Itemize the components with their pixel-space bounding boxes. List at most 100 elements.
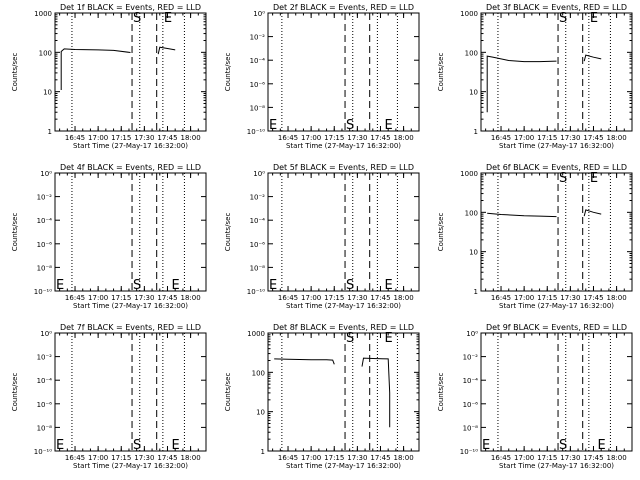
panel-title: Det 9f BLACK = Events, RED = LLD bbox=[486, 323, 627, 332]
detector-panel: Det 2f BLACK = Events, RED = LLD Counts/s… bbox=[224, 3, 420, 150]
events-series-line bbox=[274, 358, 335, 365]
plot-frame bbox=[480, 332, 633, 452]
y-axis-label: Counts/sec bbox=[437, 373, 445, 412]
marker-label: E bbox=[269, 278, 277, 293]
y-tick-label: 10⁰ bbox=[466, 330, 478, 338]
y-tick-label: 10⁻² bbox=[37, 194, 53, 202]
y-tick-label: 1000 bbox=[460, 10, 478, 18]
x-tick-label: 17:15 bbox=[324, 454, 344, 462]
marker-label: S bbox=[559, 11, 567, 26]
y-tick-label: 10⁻⁴ bbox=[250, 217, 266, 225]
x-tick-label: 17:15 bbox=[111, 294, 131, 302]
events-series-line bbox=[361, 357, 391, 428]
marker-label: E bbox=[385, 118, 393, 133]
x-tick-label: 17:30 bbox=[560, 294, 580, 302]
x-tick-label: 17:45 bbox=[157, 134, 177, 142]
y-tick-label: 10⁻² bbox=[463, 354, 479, 362]
plot-frame bbox=[267, 12, 420, 132]
y-tick-label: 10⁰ bbox=[40, 170, 52, 178]
y-tick-label: 100 bbox=[465, 209, 478, 217]
x-tick-label: 18:00 bbox=[393, 454, 413, 462]
x-tick-label: 16:45 bbox=[65, 294, 85, 302]
x-axis-label: Start Time (27-May-17 16:32:00) bbox=[286, 462, 401, 470]
marker-label: E bbox=[590, 171, 598, 186]
x-tick-label: 17:45 bbox=[583, 294, 603, 302]
x-tick-label: 18:00 bbox=[393, 134, 413, 142]
y-tick-label: 10⁰ bbox=[253, 170, 265, 178]
y-axis-label: Counts/sec bbox=[224, 373, 232, 412]
marker-label: S bbox=[346, 331, 354, 346]
events-series-line bbox=[60, 48, 131, 90]
marker-label: E bbox=[385, 278, 393, 293]
x-tick-label: 18:00 bbox=[606, 294, 626, 302]
x-tick-label: 17:00 bbox=[301, 294, 321, 302]
x-tick-label: 16:45 bbox=[65, 134, 85, 142]
y-tick-label: 10⁻⁶ bbox=[250, 81, 266, 89]
x-tick-label: 18:00 bbox=[180, 294, 200, 302]
marker-label: E bbox=[172, 438, 180, 453]
panel-title: Det 5f BLACK = Events, RED = LLD bbox=[273, 163, 414, 172]
y-tick-label: 1 bbox=[261, 448, 265, 456]
x-tick-label: 17:15 bbox=[111, 454, 131, 462]
y-tick-label: 1000 bbox=[247, 330, 265, 338]
y-tick-label: 10⁻¹⁰ bbox=[34, 288, 52, 296]
panel-title: Det 7f BLACK = Events, RED = LLD bbox=[60, 323, 201, 332]
y-tick-label: 1 bbox=[474, 128, 478, 136]
marker-label: E bbox=[598, 438, 606, 453]
plot-frame bbox=[267, 172, 420, 292]
marker-label: S bbox=[133, 11, 141, 26]
y-tick-label: 10⁻¹⁰ bbox=[460, 448, 478, 456]
y-tick-label: 10⁻¹⁰ bbox=[247, 288, 265, 296]
panel-title: Det 3f BLACK = Events, RED = LLD bbox=[486, 3, 627, 12]
y-axis-label: Counts/sec bbox=[437, 53, 445, 92]
x-tick-label: 18:00 bbox=[180, 134, 200, 142]
marker-label: E bbox=[482, 438, 490, 453]
x-tick-label: 17:00 bbox=[514, 454, 534, 462]
y-tick-label: 100 bbox=[252, 369, 265, 377]
y-axis-label: Counts/sec bbox=[11, 213, 19, 252]
x-tick-label: 17:45 bbox=[157, 454, 177, 462]
x-tick-label: 18:00 bbox=[393, 294, 413, 302]
detector-panel: Det 4f BLACK = Events, RED = LLD Counts/s… bbox=[11, 163, 207, 310]
x-tick-label: 17:30 bbox=[560, 454, 580, 462]
plot-frame bbox=[480, 12, 633, 132]
y-tick-label: 100 bbox=[39, 49, 52, 57]
y-axis-label: Counts/sec bbox=[437, 213, 445, 252]
x-tick-label: 18:00 bbox=[180, 454, 200, 462]
y-tick-label: 10⁻⁴ bbox=[37, 377, 53, 385]
x-tick-label: 17:30 bbox=[134, 294, 154, 302]
y-tick-label: 10⁻⁴ bbox=[463, 377, 479, 385]
marker-label: S bbox=[346, 118, 354, 133]
marker-label: E bbox=[56, 278, 64, 293]
events-series-line bbox=[583, 209, 602, 217]
y-tick-label: 10⁻⁸ bbox=[37, 264, 53, 272]
x-tick-label: 17:45 bbox=[370, 134, 390, 142]
x-tick-label: 17:00 bbox=[514, 134, 534, 142]
x-tick-label: 17:00 bbox=[301, 454, 321, 462]
x-tick-label: 16:45 bbox=[65, 454, 85, 462]
detector-panel: Det 7f BLACK = Events, RED = LLD Counts/s… bbox=[11, 323, 207, 470]
y-tick-label: 10⁻⁶ bbox=[250, 241, 266, 249]
y-tick-label: 10⁻⁸ bbox=[463, 424, 479, 432]
y-tick-label: 1 bbox=[474, 288, 478, 296]
x-axis-label: Start Time (27-May-17 16:32:00) bbox=[286, 142, 401, 150]
y-axis-label: Counts/sec bbox=[224, 213, 232, 252]
plot-frame bbox=[54, 332, 207, 452]
x-tick-label: 17:00 bbox=[88, 294, 108, 302]
x-tick-label: 17:30 bbox=[347, 134, 367, 142]
detector-panel: Det 6f BLACK = Events, RED = LLD Counts/s… bbox=[437, 163, 633, 310]
y-tick-label: 10⁻⁴ bbox=[37, 217, 53, 225]
detector-panel: Det 5f BLACK = Events, RED = LLD Counts/s… bbox=[224, 163, 420, 310]
x-tick-label: 17:30 bbox=[134, 454, 154, 462]
y-axis-label: Counts/sec bbox=[11, 53, 19, 92]
x-axis-label: Start Time (27-May-17 16:32:00) bbox=[73, 462, 188, 470]
y-tick-label: 10⁻² bbox=[37, 354, 53, 362]
detector-panel: Det 3f BLACK = Events, RED = LLD Counts/s… bbox=[437, 3, 633, 150]
y-tick-label: 10⁰ bbox=[40, 330, 52, 338]
marker-label: S bbox=[559, 438, 567, 453]
x-tick-label: 18:00 bbox=[606, 134, 626, 142]
y-tick-label: 10⁻⁸ bbox=[250, 264, 266, 272]
panel-title: Det 1f BLACK = Events, RED = LLD bbox=[60, 3, 201, 12]
y-tick-label: 10⁻² bbox=[250, 194, 266, 202]
